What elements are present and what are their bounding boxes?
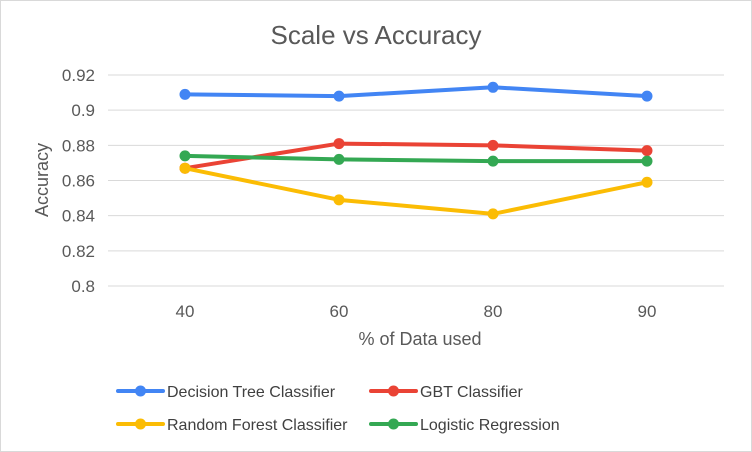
y-tick-label: 0.9 <box>71 101 95 120</box>
legend: Decision Tree Classifier GBT Classifier Ra… <box>116 384 560 434</box>
legend-label: GBT Classifier <box>420 384 524 401</box>
legend-swatch-marker <box>135 418 146 430</box>
chart-title: Scale vs Accuracy <box>271 20 482 50</box>
data-point <box>641 90 653 102</box>
data-point <box>179 150 191 162</box>
legend-swatch-marker <box>388 385 399 397</box>
x-tick-label: 60 <box>330 302 349 321</box>
data-point <box>333 138 345 150</box>
y-tick-label: 0.88 <box>62 136 95 155</box>
y-tick-label: 0.86 <box>62 172 95 191</box>
legend-swatch-marker <box>135 385 146 397</box>
y-tick-label: 0.8 <box>71 277 95 296</box>
x-tick-label: 40 <box>176 302 195 321</box>
y-tick-label: 0.92 <box>62 66 95 85</box>
data-point <box>179 88 191 100</box>
series-line <box>183 85 649 99</box>
series-group <box>179 81 653 220</box>
legend-label: Decision Tree Classifier <box>167 384 336 401</box>
gridlines <box>108 74 724 287</box>
series-line <box>183 166 649 216</box>
data-point <box>333 194 345 206</box>
data-point <box>487 81 499 93</box>
x-tick-label: 90 <box>638 302 657 321</box>
legend-swatch-marker <box>388 418 399 430</box>
legend-label: Logistic Regression <box>420 417 560 434</box>
data-point <box>179 162 191 174</box>
data-point <box>641 145 653 157</box>
series-line <box>183 153 649 164</box>
legend-item: Random Forest Classifier <box>116 417 348 434</box>
x-axis-title: % of Data used <box>358 329 481 349</box>
data-point <box>641 176 653 188</box>
data-point <box>641 155 653 167</box>
data-point <box>487 139 499 151</box>
legend-label: Random Forest Classifier <box>167 417 348 434</box>
series-1 <box>179 81 653 102</box>
legend-item: Logistic Regression <box>369 417 560 434</box>
x-tick-label: 80 <box>484 302 503 321</box>
series-3 <box>179 162 653 220</box>
legend-item: Decision Tree Classifier <box>116 384 336 401</box>
y-tick-label: 0.84 <box>62 207 95 226</box>
legend-item: GBT Classifier <box>369 384 524 401</box>
y-axis-title: Accuracy <box>32 143 52 217</box>
y-tick-label: 0.82 <box>62 242 95 261</box>
series-4 <box>179 150 653 167</box>
data-point <box>333 90 345 102</box>
y-axis-ticks: 0.8 0.82 0.84 0.86 0.88 0.9 0.92 <box>62 66 95 296</box>
data-point <box>487 208 499 220</box>
data-point <box>333 153 345 165</box>
data-point <box>487 155 499 167</box>
x-axis-ticks: 40 60 80 90 <box>176 302 657 321</box>
